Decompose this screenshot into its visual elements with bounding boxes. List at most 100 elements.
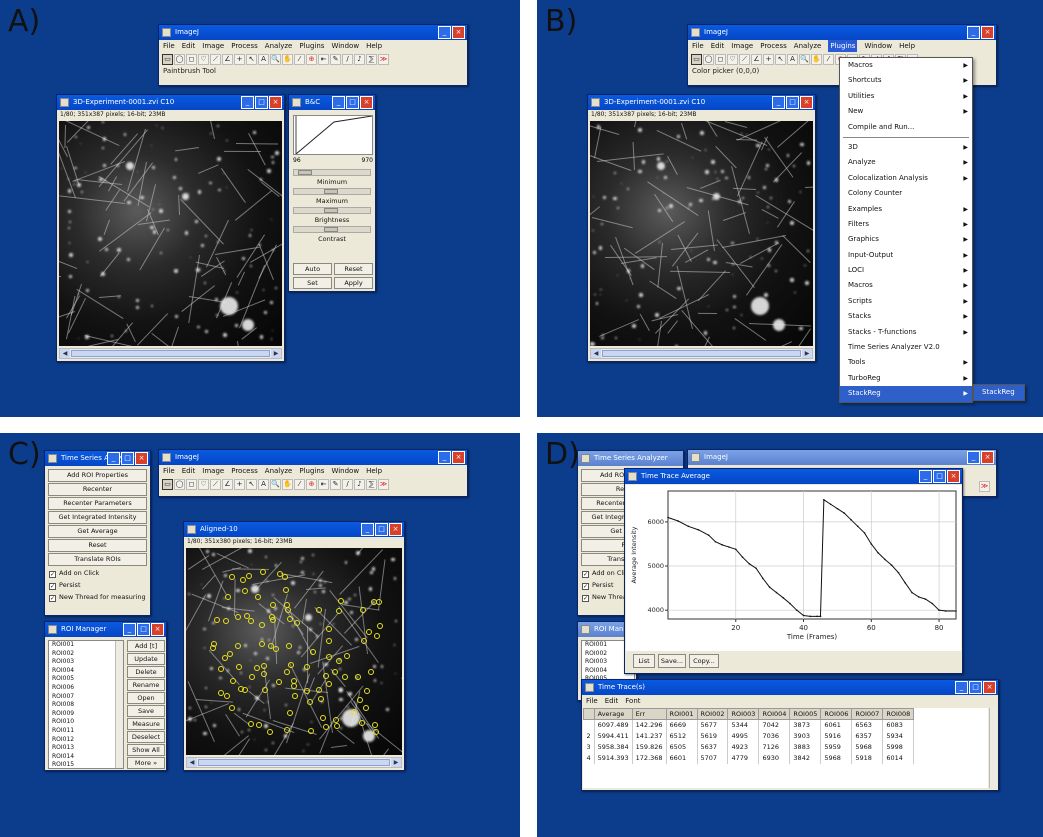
roi-marker[interactable] bbox=[285, 607, 292, 614]
close-icon[interactable]: × bbox=[135, 452, 148, 465]
microscopy-image[interactable] bbox=[59, 121, 282, 346]
menu-help[interactable]: Help bbox=[899, 42, 916, 50]
menu-edit[interactable]: Edit bbox=[710, 42, 725, 50]
apply-button[interactable]: Apply bbox=[334, 277, 373, 289]
plugins-menu-item-shortcuts[interactable]: Shortcuts ▶ bbox=[840, 73, 972, 88]
roi-marker[interactable] bbox=[284, 726, 291, 733]
roi-marker[interactable] bbox=[270, 616, 277, 623]
maximize-icon[interactable]: □ bbox=[137, 623, 150, 636]
minimize-icon[interactable]: _ bbox=[332, 96, 345, 109]
menu-analyze[interactable]: Analyze bbox=[264, 42, 293, 50]
table-row[interactable]: 2 5994.411 141.237 6512 5619 4995 7036 3903 5916… bbox=[583, 730, 915, 742]
minimize-icon[interactable]: _ bbox=[955, 681, 968, 694]
roi-marker[interactable] bbox=[286, 710, 293, 717]
freehand-tool-icon[interactable]: ♡ bbox=[198, 53, 209, 65]
maximize-icon[interactable]: □ bbox=[969, 681, 982, 694]
text-tool-icon[interactable]: A bbox=[787, 53, 798, 65]
roi-list-item[interactable]: ROI004 bbox=[52, 666, 75, 674]
scroll-left-icon[interactable]: ◀ bbox=[591, 349, 601, 358]
roi-marker[interactable] bbox=[315, 607, 322, 613]
close-icon[interactable]: × bbox=[389, 523, 402, 536]
reset-button[interactable]: Reset bbox=[334, 263, 373, 275]
menu-process[interactable]: Process bbox=[231, 467, 258, 475]
table-header-cell[interactable]: ROI001 bbox=[665, 708, 698, 720]
roi-list-item[interactable]: ROI011 bbox=[52, 726, 75, 734]
plugins-menu-item-scripts[interactable]: Scripts ▶ bbox=[840, 294, 972, 309]
roi-marker[interactable] bbox=[223, 692, 230, 699]
roi-marker[interactable] bbox=[326, 681, 333, 688]
roi-marker[interactable] bbox=[326, 654, 333, 661]
roi-update-button[interactable]: Update bbox=[127, 653, 165, 665]
roi-list-item[interactable]: ROI005 bbox=[582, 675, 634, 684]
maximize-icon[interactable]: □ bbox=[933, 470, 946, 483]
image-titlebar[interactable]: 3D-Experiment-0001.zvi C10 _ □ × bbox=[588, 95, 815, 110]
plugins-menu-item-graphics[interactable]: Graphics ▶ bbox=[840, 232, 972, 247]
polygon-tool-icon[interactable]: ◻ bbox=[186, 478, 197, 490]
roi-marker[interactable] bbox=[286, 643, 293, 650]
roi-list-item[interactable]: ROI009 bbox=[52, 709, 75, 717]
roi-marker[interactable] bbox=[282, 574, 289, 581]
table-scrollbar[interactable] bbox=[989, 708, 997, 788]
menu-image[interactable]: Image bbox=[202, 467, 225, 475]
roi-list-item[interactable]: ROI014 bbox=[52, 752, 75, 760]
plugins-menu-item-stackreg[interactable]: StackReg ▶ bbox=[840, 386, 972, 402]
close-icon[interactable]: × bbox=[947, 470, 960, 483]
roi-marker[interactable] bbox=[325, 638, 332, 645]
scroll-right-icon[interactable]: ▶ bbox=[271, 349, 281, 358]
checkbox-icon[interactable]: ✓ bbox=[49, 595, 56, 602]
roi-list-item[interactable]: ROI002 bbox=[585, 649, 608, 657]
roi-marker[interactable] bbox=[282, 587, 289, 594]
roi-list-item[interactable]: ROI003 bbox=[52, 658, 75, 666]
scroll-tool-icon[interactable]: ✋ bbox=[282, 53, 293, 65]
plugins-menu-item-loci[interactable]: LOCI ▶ bbox=[840, 263, 972, 278]
more-tools-icon[interactable]: ≫ bbox=[378, 53, 389, 65]
menu-process[interactable]: Process bbox=[760, 42, 787, 50]
imagej-titlebar[interactable]: ImageJ _ × bbox=[688, 25, 996, 40]
aligned-titlebar[interactable]: Aligned-10 _ □ × bbox=[184, 522, 404, 537]
minimize-icon[interactable]: _ bbox=[438, 451, 451, 464]
close-icon[interactable]: × bbox=[151, 623, 164, 636]
line-tool-icon[interactable]: ⟋ bbox=[739, 53, 750, 65]
roi-show-all-button[interactable]: Show All bbox=[127, 744, 165, 756]
line-tool-icon[interactable]: ⟋ bbox=[210, 53, 221, 65]
oval-tool-icon[interactable]: ◯ bbox=[174, 53, 185, 65]
scroll-tool-icon[interactable]: ✋ bbox=[282, 478, 293, 490]
stack-icon[interactable]: ⅀ bbox=[366, 478, 377, 490]
plugins-menu-item-new[interactable]: New ▶ bbox=[840, 104, 972, 119]
stack-slider[interactable]: ◀ ▶ bbox=[186, 757, 402, 768]
table-header-cell[interactable]: Err bbox=[631, 708, 667, 720]
plugins-menu-item-analyze[interactable]: Analyze ▶ bbox=[840, 155, 972, 170]
menu-file[interactable]: File bbox=[692, 42, 704, 50]
roi-marker[interactable] bbox=[267, 728, 274, 735]
menu-plugins[interactable]: Plugins bbox=[828, 40, 858, 52]
minimize-icon[interactable]: _ bbox=[772, 96, 785, 109]
recenter-parameters-button[interactable]: Recenter Parameters bbox=[48, 497, 147, 510]
roi-marker[interactable] bbox=[245, 572, 252, 579]
roi-marker[interactable] bbox=[267, 642, 274, 649]
plugins-menu-item-3d[interactable]: 3D ▶ bbox=[840, 140, 972, 155]
close-icon[interactable]: × bbox=[800, 96, 813, 109]
maximize-icon[interactable]: □ bbox=[121, 452, 134, 465]
minimize-icon[interactable]: _ bbox=[967, 451, 980, 464]
table-header-cell[interactable]: ROI003 bbox=[727, 708, 760, 720]
minimize-icon[interactable]: _ bbox=[967, 26, 980, 39]
stack-slider-thumb[interactable] bbox=[198, 759, 390, 766]
roi-manager-titlebar[interactable]: ROI Manager _ □ × bbox=[45, 622, 166, 637]
roi-marker[interactable] bbox=[221, 654, 228, 661]
roi-marker[interactable] bbox=[235, 613, 242, 620]
copy-button[interactable]: Copy... bbox=[689, 654, 719, 668]
text-tool-icon[interactable]: A bbox=[258, 478, 269, 490]
roi-marker[interactable] bbox=[317, 696, 324, 703]
table-header-cell[interactable]: Average bbox=[593, 708, 633, 720]
save-button[interactable]: Save... bbox=[658, 654, 686, 668]
overlay-icon[interactable]: ⊕ bbox=[306, 478, 317, 490]
roi-marker[interactable] bbox=[361, 637, 368, 644]
table-row[interactable]: 6097.489 142.296 6669 5677 5344 7042 3873 6061 6… bbox=[583, 719, 915, 731]
menu-process[interactable]: Process bbox=[231, 42, 258, 50]
magnifier-icon[interactable]: 🔍 bbox=[799, 53, 810, 65]
maximum-slider[interactable] bbox=[293, 188, 371, 195]
imagej-titlebar[interactable]: ImageJ _ × bbox=[688, 450, 996, 465]
roi-marker[interactable] bbox=[307, 728, 314, 735]
freehand-tool-icon[interactable]: ♡ bbox=[198, 478, 209, 490]
aligned-image-window[interactable]: Aligned-10 _ □ × 1/80; 351x380 pixels; 16-… bbox=[183, 521, 405, 771]
